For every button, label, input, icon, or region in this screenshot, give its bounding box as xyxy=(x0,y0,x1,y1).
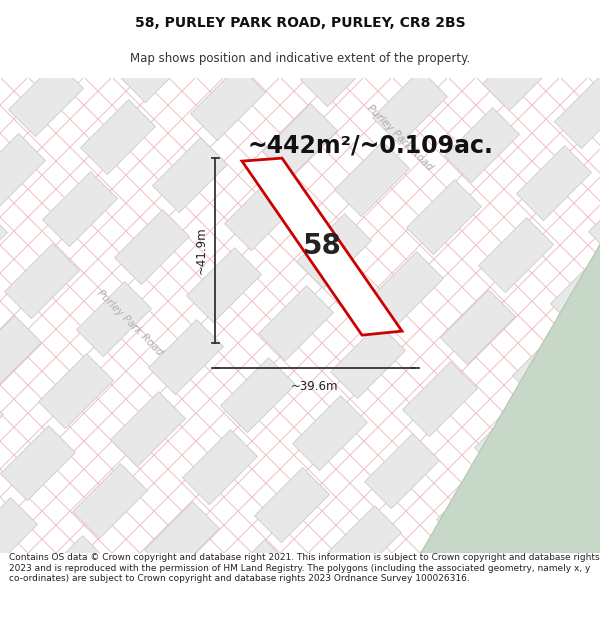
Polygon shape xyxy=(191,66,265,141)
Polygon shape xyxy=(296,214,371,289)
Polygon shape xyxy=(0,316,41,391)
Polygon shape xyxy=(331,324,406,399)
Polygon shape xyxy=(152,138,227,212)
Polygon shape xyxy=(335,142,409,217)
Polygon shape xyxy=(293,396,367,471)
Polygon shape xyxy=(326,506,401,581)
Polygon shape xyxy=(445,107,520,182)
Polygon shape xyxy=(512,328,587,402)
Polygon shape xyxy=(5,244,79,319)
Polygon shape xyxy=(551,256,600,331)
Polygon shape xyxy=(373,69,448,144)
Polygon shape xyxy=(182,429,257,504)
Polygon shape xyxy=(547,438,600,512)
Text: Purley Park Road: Purley Park Road xyxy=(365,103,435,173)
Polygon shape xyxy=(301,32,376,107)
Polygon shape xyxy=(0,498,37,572)
Polygon shape xyxy=(0,388,4,462)
Polygon shape xyxy=(110,392,185,467)
Polygon shape xyxy=(8,62,83,137)
Polygon shape xyxy=(263,104,337,179)
Polygon shape xyxy=(482,36,557,111)
Polygon shape xyxy=(581,548,600,622)
Polygon shape xyxy=(0,134,46,209)
Polygon shape xyxy=(437,472,511,547)
Text: ~39.6m: ~39.6m xyxy=(291,379,339,392)
Polygon shape xyxy=(47,0,121,64)
Text: Map shows position and indicative extent of the property.: Map shows position and indicative extent… xyxy=(130,52,470,65)
Text: 58: 58 xyxy=(302,232,341,261)
Polygon shape xyxy=(217,539,292,614)
Polygon shape xyxy=(187,248,262,322)
Polygon shape xyxy=(0,24,11,99)
Polygon shape xyxy=(43,172,118,247)
Polygon shape xyxy=(224,176,299,251)
Polygon shape xyxy=(589,184,600,259)
Polygon shape xyxy=(73,464,148,539)
Polygon shape xyxy=(517,146,592,221)
Polygon shape xyxy=(475,399,550,474)
Polygon shape xyxy=(115,209,190,284)
Polygon shape xyxy=(242,158,402,335)
Polygon shape xyxy=(80,99,155,174)
Text: ~442m²/~0.109ac.: ~442m²/~0.109ac. xyxy=(247,133,493,157)
Polygon shape xyxy=(593,2,600,77)
Text: Contains OS data © Crown copyright and database right 2021. This information is : Contains OS data © Crown copyright and d… xyxy=(9,553,599,583)
Polygon shape xyxy=(221,357,295,432)
Polygon shape xyxy=(440,289,515,364)
Text: ~41.9m: ~41.9m xyxy=(194,227,208,274)
Polygon shape xyxy=(407,179,481,254)
Polygon shape xyxy=(35,536,109,611)
Polygon shape xyxy=(1,426,76,501)
Polygon shape xyxy=(479,217,553,292)
Polygon shape xyxy=(398,544,473,619)
Polygon shape xyxy=(229,0,304,69)
Polygon shape xyxy=(145,502,220,577)
Polygon shape xyxy=(119,28,193,102)
Polygon shape xyxy=(554,74,600,149)
Text: Purley Park Road: Purley Park Road xyxy=(95,288,165,358)
Polygon shape xyxy=(509,509,583,584)
Polygon shape xyxy=(38,354,113,429)
Polygon shape xyxy=(365,434,439,509)
Polygon shape xyxy=(0,206,7,281)
Polygon shape xyxy=(410,0,485,72)
Polygon shape xyxy=(403,362,478,437)
Polygon shape xyxy=(368,252,443,327)
Polygon shape xyxy=(259,286,334,361)
Polygon shape xyxy=(584,366,600,441)
Polygon shape xyxy=(254,468,329,542)
Polygon shape xyxy=(149,319,223,394)
Polygon shape xyxy=(77,282,151,357)
Polygon shape xyxy=(420,243,600,553)
Text: 58, PURLEY PARK ROAD, PURLEY, CR8 2BS: 58, PURLEY PARK ROAD, PURLEY, CR8 2BS xyxy=(134,16,466,31)
